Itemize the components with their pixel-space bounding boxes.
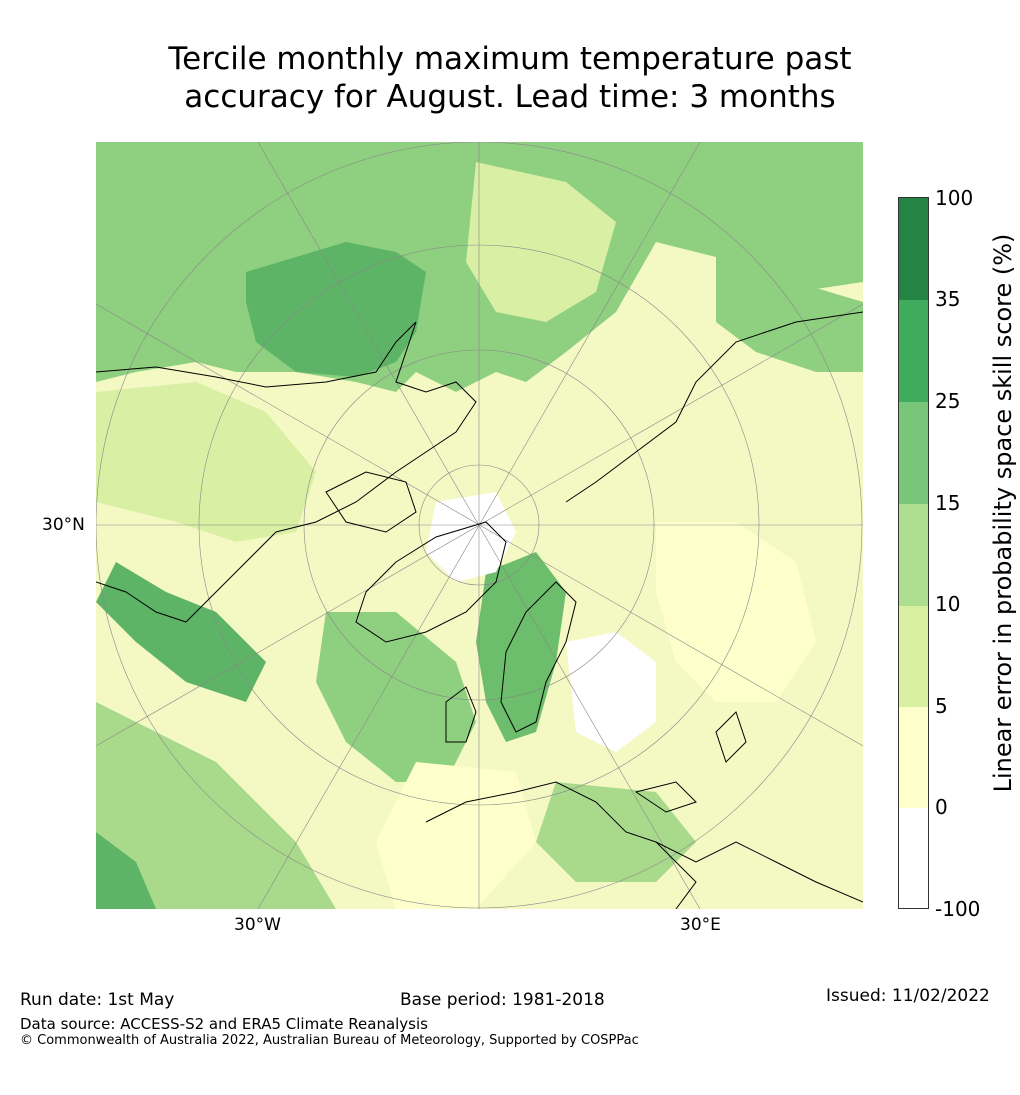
coastline-north-america (96, 321, 477, 623)
title-line-1: Tercile monthly maximum temperature past (168, 41, 852, 77)
map-canvas (96, 142, 863, 909)
field-pacific-light (466, 162, 616, 322)
colorbar-tick: 15 (935, 491, 961, 515)
data-source: Data source: ACCESS-S2 and ERA5 Climate … (20, 1015, 428, 1033)
coastline-arabia (655, 841, 697, 909)
coastline-europe (425, 781, 863, 903)
colorbar-tick: 25 (935, 389, 961, 413)
field-east-asia (716, 252, 863, 372)
run-date: Run date: 1st May (20, 990, 175, 1010)
graticule (96, 142, 863, 909)
colorbar (898, 197, 929, 909)
colorbar-segment (899, 606, 928, 707)
field-bright-east (566, 632, 656, 752)
colorbar-segment (899, 808, 928, 908)
lon-label-30w: 30°W (234, 915, 281, 935)
field-atlantic-south (96, 702, 336, 909)
coastline-asia (565, 311, 863, 503)
coastline-british-isles (445, 686, 477, 743)
coastline-black-sea (634, 781, 697, 813)
field-hudson (96, 562, 266, 702)
lat-label-30n: 30°N (42, 515, 85, 535)
field-pole (426, 492, 516, 582)
colorbar-tick: 35 (935, 287, 961, 311)
coastline-scandinavia (500, 581, 577, 733)
field-middle-east (536, 782, 696, 882)
issued-date: Issued: 11/02/2022 (826, 986, 990, 1006)
colorbar-label: Linear error in probability space skill … (989, 233, 1017, 793)
colorbar-tick: 5 (935, 694, 948, 718)
colorbar-tick: 0 (935, 795, 948, 819)
field-russia (656, 522, 816, 702)
coastlines (96, 311, 863, 909)
title-line-2: accuracy for August. Lead time: 3 months (184, 79, 836, 115)
skill-fields (96, 142, 863, 909)
chart-title: Tercile monthly maximum temperature past… (0, 40, 1020, 116)
colorbar-tick: 100 (935, 186, 974, 210)
polar-skill-map (96, 142, 863, 909)
colorbar-segment (899, 300, 928, 402)
meridian-line (96, 303, 863, 747)
field-southwest-deep (96, 832, 156, 909)
coastline-arctic-islands (325, 471, 417, 533)
colorbar-segment (899, 504, 928, 606)
field-scandinavia (476, 552, 566, 742)
copyright: © Commonwealth of Australia 2022, Austra… (20, 1033, 639, 1048)
field-pacific-deep (246, 242, 426, 377)
coastline-caspian (715, 711, 747, 763)
colorbar-tick: 10 (935, 592, 961, 616)
lon-label-30e: 30°E (680, 915, 721, 935)
coastline-greenland (355, 521, 507, 643)
colorbar-segment (899, 198, 928, 300)
colorbar-segment (899, 707, 928, 808)
colorbar-segment (899, 402, 928, 504)
field-europe-light (376, 762, 536, 909)
base-period: Base period: 1981-2018 (400, 990, 605, 1010)
colorbar-tick: -100 (935, 897, 981, 921)
